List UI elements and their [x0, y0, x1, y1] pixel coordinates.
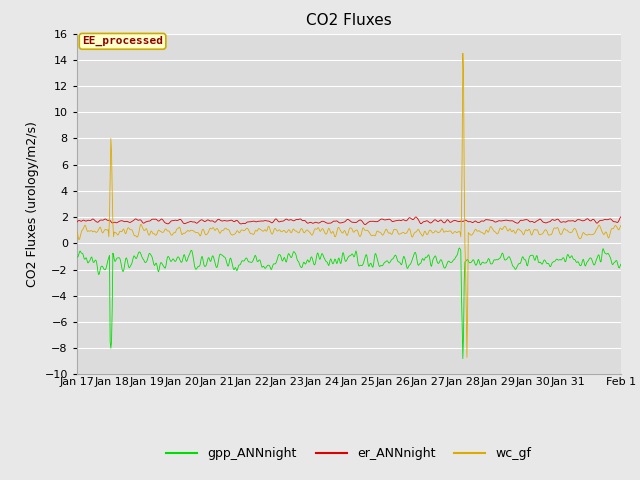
Y-axis label: CO2 Fluxes (urology/m2/s): CO2 Fluxes (urology/m2/s) — [26, 121, 39, 287]
Title: CO2 Fluxes: CO2 Fluxes — [306, 13, 392, 28]
Text: EE_processed: EE_processed — [82, 36, 163, 47]
Legend: gpp_ANNnight, er_ANNnight, wc_gf: gpp_ANNnight, er_ANNnight, wc_gf — [161, 442, 536, 465]
